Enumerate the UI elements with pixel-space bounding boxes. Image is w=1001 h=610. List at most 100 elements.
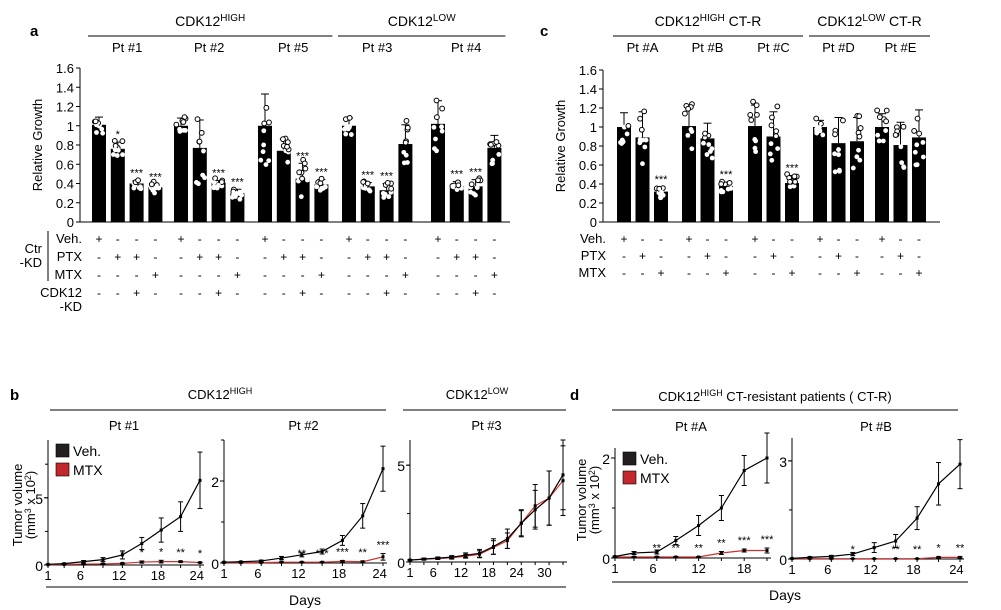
legend-label: Veh. [73,443,101,459]
data-point [726,179,733,186]
data-point [488,141,494,148]
data-marker [937,482,941,486]
significance-marker: * [140,547,145,559]
treatment-row-label: -KD [60,299,82,314]
data-point [258,157,264,163]
treatment-sign: - [179,268,183,282]
series-line-veh [614,457,768,558]
significance-marker: ** [694,543,703,555]
data-point [285,159,291,165]
treatment-row-label: PTX [57,249,83,264]
y-tick-label: 0 [779,552,787,568]
treatment-sign: - [855,249,859,263]
data-point [768,122,775,129]
data-point [718,181,725,187]
treatment-sign: - [301,232,305,246]
treatment-row-label: MTX [55,267,83,282]
x-tick-label: 24 [509,565,523,580]
data-point [433,114,440,121]
data-marker [894,557,898,561]
patient-label: Pt #3 [362,40,392,55]
treatment-sign: + [95,232,102,246]
data-point [284,139,291,146]
legend-swatch-veh [622,451,637,466]
data-point [314,184,320,190]
data-point [656,185,663,192]
data-point [880,138,886,144]
data-point [180,119,187,125]
treatment-sign: + [133,286,140,300]
legend-label: Veh. [640,451,668,467]
data-point [403,118,410,124]
x-tick-label: 18 [737,561,751,576]
treatment-sign: - [659,232,663,246]
data-point [883,128,889,133]
treatment-row-label: CDK12 [40,285,82,300]
significance-marker: ** [298,548,307,560]
x-tick-label: 6 [254,566,261,581]
data-point [493,139,500,145]
data-marker [872,557,876,561]
bar [617,127,631,222]
data-point [813,115,820,122]
data-point [474,185,480,190]
data-marker [491,545,495,549]
bar [92,124,106,222]
data-marker [300,560,304,564]
y-tick-label: 3 [779,454,787,470]
data-marker [808,555,812,559]
data-point [196,138,203,145]
significance-marker: *** [149,171,163,183]
data-point [100,130,106,136]
data-marker [120,561,124,565]
treatment-sign: - [403,286,407,300]
significance-marker: *** [336,547,350,559]
treatment-sign: - [837,232,841,246]
patient-label: Pt #4 [451,40,481,55]
treatment-sign: - [818,266,822,280]
treatment-sign: + [434,232,441,246]
treatment-sign: - [366,286,370,300]
data-marker [829,557,833,561]
data-point [773,128,780,135]
treatment-sign: - [753,249,757,263]
data-point [347,124,352,130]
data-point [301,160,308,167]
y-tick-label: 1.6 [579,63,597,78]
treatment-sign: + [133,250,140,264]
panel-label-b: b [10,387,19,404]
treatment-sign: - [917,249,921,263]
y-tick-label: 2 [211,474,219,490]
treatment-sign: - [301,268,305,282]
data-marker [851,557,855,561]
data-point [112,147,118,153]
significance-marker: * [851,544,856,556]
significance-marker: *** [130,168,144,180]
data-point [299,175,305,182]
data-point [876,138,882,144]
treatment-sign: + [472,286,479,300]
treatment-sign: - [153,232,157,246]
treatment-row-label: MTX [579,265,607,280]
treatment-sign: - [492,232,496,246]
data-point [348,132,354,137]
data-point [218,179,225,185]
data-point [148,181,155,188]
data-point [792,178,798,185]
treatment-sign: - [880,249,884,263]
data-marker [533,508,537,512]
treatment-sign: - [880,266,884,280]
data-marker [222,560,226,564]
data-marker [478,551,482,555]
significance-marker: *** [738,535,752,547]
x-tick-label: 12 [112,568,126,583]
treatment-sign: - [282,232,286,246]
bar [314,184,329,222]
treatment-sign: - [263,268,267,282]
data-marker [742,469,746,472]
data-point [263,104,270,111]
data-marker [259,559,263,563]
x-tick-label: 6 [824,562,831,577]
data-point [201,148,206,154]
